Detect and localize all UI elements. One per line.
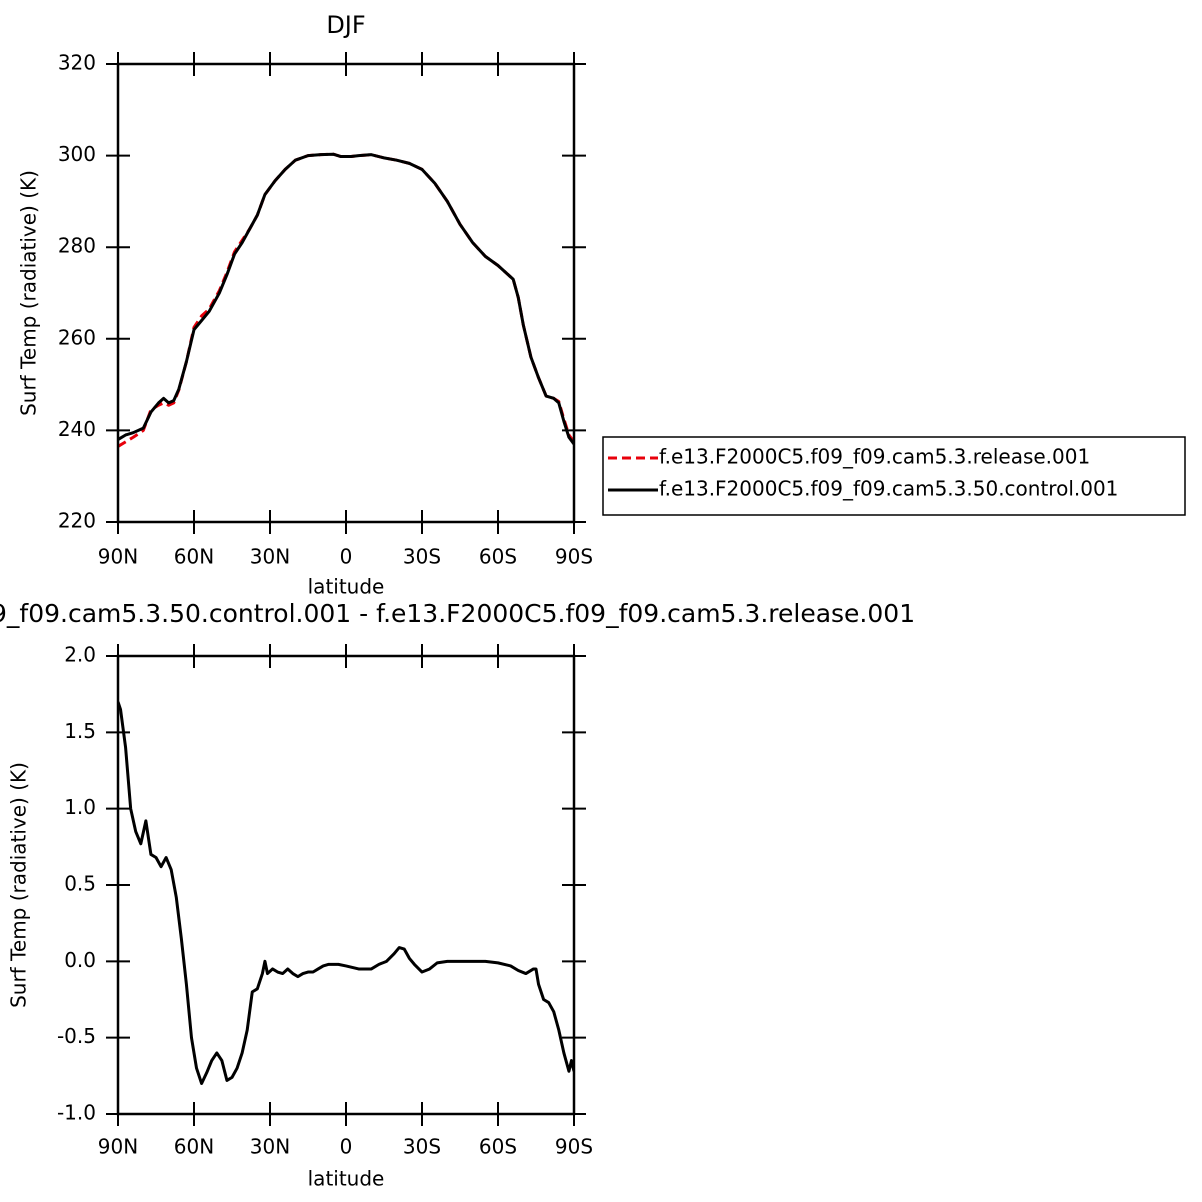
y-tick-label: 300 bbox=[58, 142, 96, 166]
y-tick-label: 260 bbox=[58, 325, 96, 349]
data-line bbox=[118, 701, 574, 1085]
x-axis-label: latitude bbox=[308, 575, 385, 599]
chart-panel: f.e13.F2000C5.f09_f09.cam5.3.50.control.… bbox=[0, 599, 915, 1191]
data-line bbox=[118, 152, 574, 448]
legend-label: f.e13.F2000C5.f09_f09.cam5.3.50.control.… bbox=[659, 477, 1118, 501]
y-tick-label: -0.5 bbox=[57, 1024, 96, 1048]
y-tick-label: 0.5 bbox=[64, 872, 96, 896]
y-tick-label: 220 bbox=[58, 509, 96, 533]
y-tick-label: -1.0 bbox=[57, 1101, 96, 1125]
x-tick-label: 60S bbox=[479, 545, 517, 569]
x-tick-label: 0 bbox=[340, 545, 353, 569]
chart-title: DJF bbox=[326, 11, 365, 39]
x-axis-label: latitude bbox=[308, 1167, 385, 1191]
plot-frame bbox=[116, 62, 576, 524]
x-tick-label: 90S bbox=[555, 1135, 593, 1159]
legend-box bbox=[602, 436, 1186, 516]
chart-title: f.e13.F2000C5.f09_f09.cam5.3.50.control.… bbox=[0, 599, 915, 628]
x-tick-label: 90S bbox=[555, 545, 593, 569]
y-tick-label: 1.5 bbox=[64, 719, 96, 743]
y-axis-label: Surf Temp (radiative) (K) bbox=[7, 762, 31, 1008]
legend: f.e13.F2000C5.f09_f09.cam5.3.release.001… bbox=[602, 436, 1186, 516]
plot-area bbox=[118, 701, 574, 1085]
x-tick-label: 60N bbox=[174, 1135, 214, 1159]
y-tick-label: 280 bbox=[58, 234, 96, 258]
chart-panel: DJF 220 240 260 280 300 320 90N 60N 30N 0 30S 60S 90S… bbox=[17, 11, 1186, 599]
y-axis-label: Surf Temp (radiative) (K) bbox=[17, 170, 41, 416]
plot-frame bbox=[116, 654, 576, 1116]
data-line bbox=[118, 152, 574, 446]
plot-area bbox=[118, 152, 574, 448]
x-tick-label: 90N bbox=[98, 545, 138, 569]
y-tick-label: 240 bbox=[58, 417, 96, 441]
x-tick-label: 30S bbox=[403, 1135, 441, 1159]
x-tick-label: 60S bbox=[479, 1135, 517, 1159]
x-tick-label: 30N bbox=[250, 545, 290, 569]
x-tick-label: 30S bbox=[403, 545, 441, 569]
x-tick-label: 30N bbox=[250, 1135, 290, 1159]
x-tick-label: 90N bbox=[98, 1135, 138, 1159]
x-tick-label: 0 bbox=[340, 1135, 353, 1159]
legend-label: f.e13.F2000C5.f09_f09.cam5.3.release.001 bbox=[659, 445, 1090, 469]
y-tick-label: 320 bbox=[58, 51, 96, 75]
y-tick-label: 2.0 bbox=[64, 643, 96, 667]
y-tick-label: 0.0 bbox=[64, 948, 96, 972]
y-tick-label: 1.0 bbox=[64, 795, 96, 819]
x-tick-label: 60N bbox=[174, 545, 214, 569]
